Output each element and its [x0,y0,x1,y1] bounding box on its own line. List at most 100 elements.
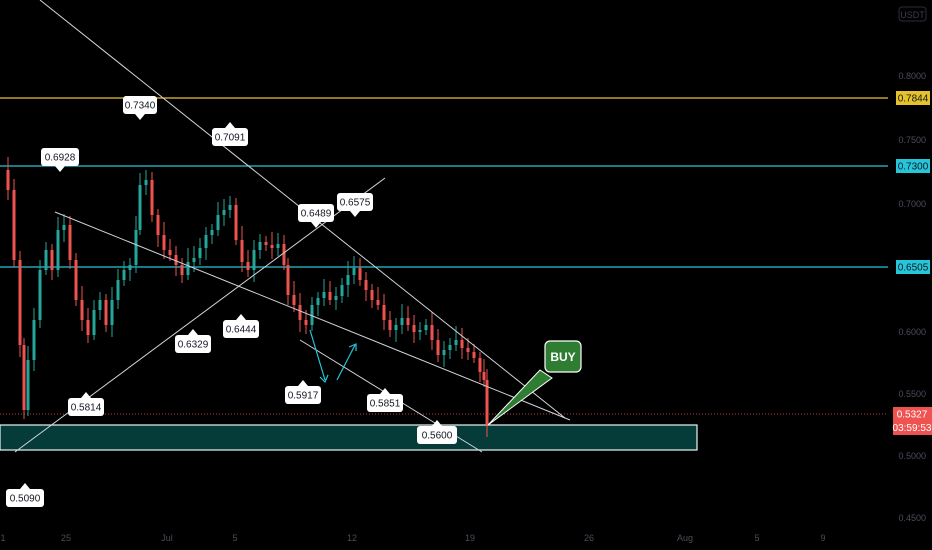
candle-body [424,325,428,330]
level-price-label: 0.7844 [898,94,929,105]
x-tick-label: 19 [465,533,475,543]
candle-body [86,320,90,335]
y-tick-label: 0.5000 [898,451,926,461]
candle-body [400,318,404,325]
buy-arrow [487,369,553,426]
candle-body [216,215,220,230]
candle-body [210,230,214,235]
candle-body [292,295,296,305]
candle-body [68,225,72,260]
price-callout-box [285,386,321,404]
buy-label: BUY [550,350,575,364]
support-zone-layer [0,424,698,451]
candle-body [80,300,84,320]
candle-body [436,340,440,355]
candle-body [26,360,30,410]
candle-body [162,235,166,250]
candle-body [412,325,416,332]
candle-body [478,358,482,372]
candle-body [316,298,320,305]
candle-body [382,305,386,320]
buy-annotation-layer: BUY [487,340,582,426]
x-tick-label: 1 [0,533,5,543]
price-callout-label: 0.5600 [422,431,453,442]
candle-body [198,248,202,258]
candle-body [62,225,66,230]
candle-body [352,268,356,275]
price-callout-pointer [432,420,442,426]
candle-body [282,244,286,265]
candle-body [246,262,250,270]
projection-arrow-down [309,329,326,381]
candle-body [192,258,196,262]
price-callout-label: 0.7340 [125,101,156,112]
x-tick-label: 12 [347,533,357,543]
x-tick-label: 26 [584,533,594,543]
price-axis[interactable]: USDT 0.8000 0.7500 0.7000 0.6000 0.5500 0.5000… [888,0,932,550]
price-callout-pointer [380,388,390,394]
candle-body [322,292,326,298]
y-tick-label: 0.4500 [898,513,926,523]
current-price-tag [893,407,932,435]
candle-body [168,250,172,255]
currency-label: USDT [900,10,925,20]
candle-body [376,300,380,305]
price-callout-label: 0.5090 [10,494,41,505]
candle-body [228,205,232,210]
current-price-label: 0.5327 [897,410,928,421]
level-price-label: 0.7300 [898,162,929,173]
candle-body [472,352,476,358]
candle-body [138,185,142,230]
candle-body [98,300,102,310]
candle-body [134,230,138,265]
candle-body [174,255,178,265]
price-callout-pointer [20,483,30,489]
price-callout-pointer [225,122,235,128]
price-callout-pointer [135,114,145,120]
candle-body [32,320,36,360]
price-callout-pointer [311,222,321,228]
price-callout-box [175,335,211,353]
x-tick-label: Jul [161,533,173,543]
y-tick-label: 0.8000 [898,71,926,81]
countdown-label: 03:59:53 [893,423,932,434]
candle-body [204,235,208,248]
price-callout-box [417,426,457,444]
price-callout-box [367,394,403,412]
candle-body [74,260,78,300]
price-callout-box [123,96,157,114]
time-axis[interactable]: 25 Jul 5 12 19 26 Aug 5 9 1 [0,533,825,543]
candle-body [12,190,16,260]
callouts-layer: 0.7340 0.6928 0.7091 0.6489 0.6575 0.6444 0.63… [6,96,457,507]
candle-body [340,285,344,296]
candles-layer [6,157,489,437]
price-callout-label: 0.5814 [71,403,102,414]
level-price-tag [896,260,930,274]
candle-body [144,180,148,185]
candle-body [298,305,302,320]
candle-body [156,215,160,235]
price-callout-box [68,398,104,416]
candle-body [128,265,132,270]
price-callout-box [337,193,373,211]
price-axis-background [888,0,932,550]
y-tick-label: 0.5500 [898,389,926,399]
candle-body [110,300,114,325]
price-callout-box [41,148,79,166]
candle-body [370,290,374,300]
candle-body [234,205,238,240]
candle-body [334,296,338,300]
candle-body [150,180,154,215]
price-callout-pointer [236,314,246,320]
projection-arrow-head [319,374,329,384]
buy-badge [544,340,582,373]
candle-body [286,265,290,295]
trendline [54,211,571,421]
candle-body [270,245,274,248]
candle-body [22,345,26,410]
candle-body [485,380,489,425]
candle-body [394,325,398,330]
x-tick-label: Aug [677,533,693,543]
currency-box [898,6,927,22]
